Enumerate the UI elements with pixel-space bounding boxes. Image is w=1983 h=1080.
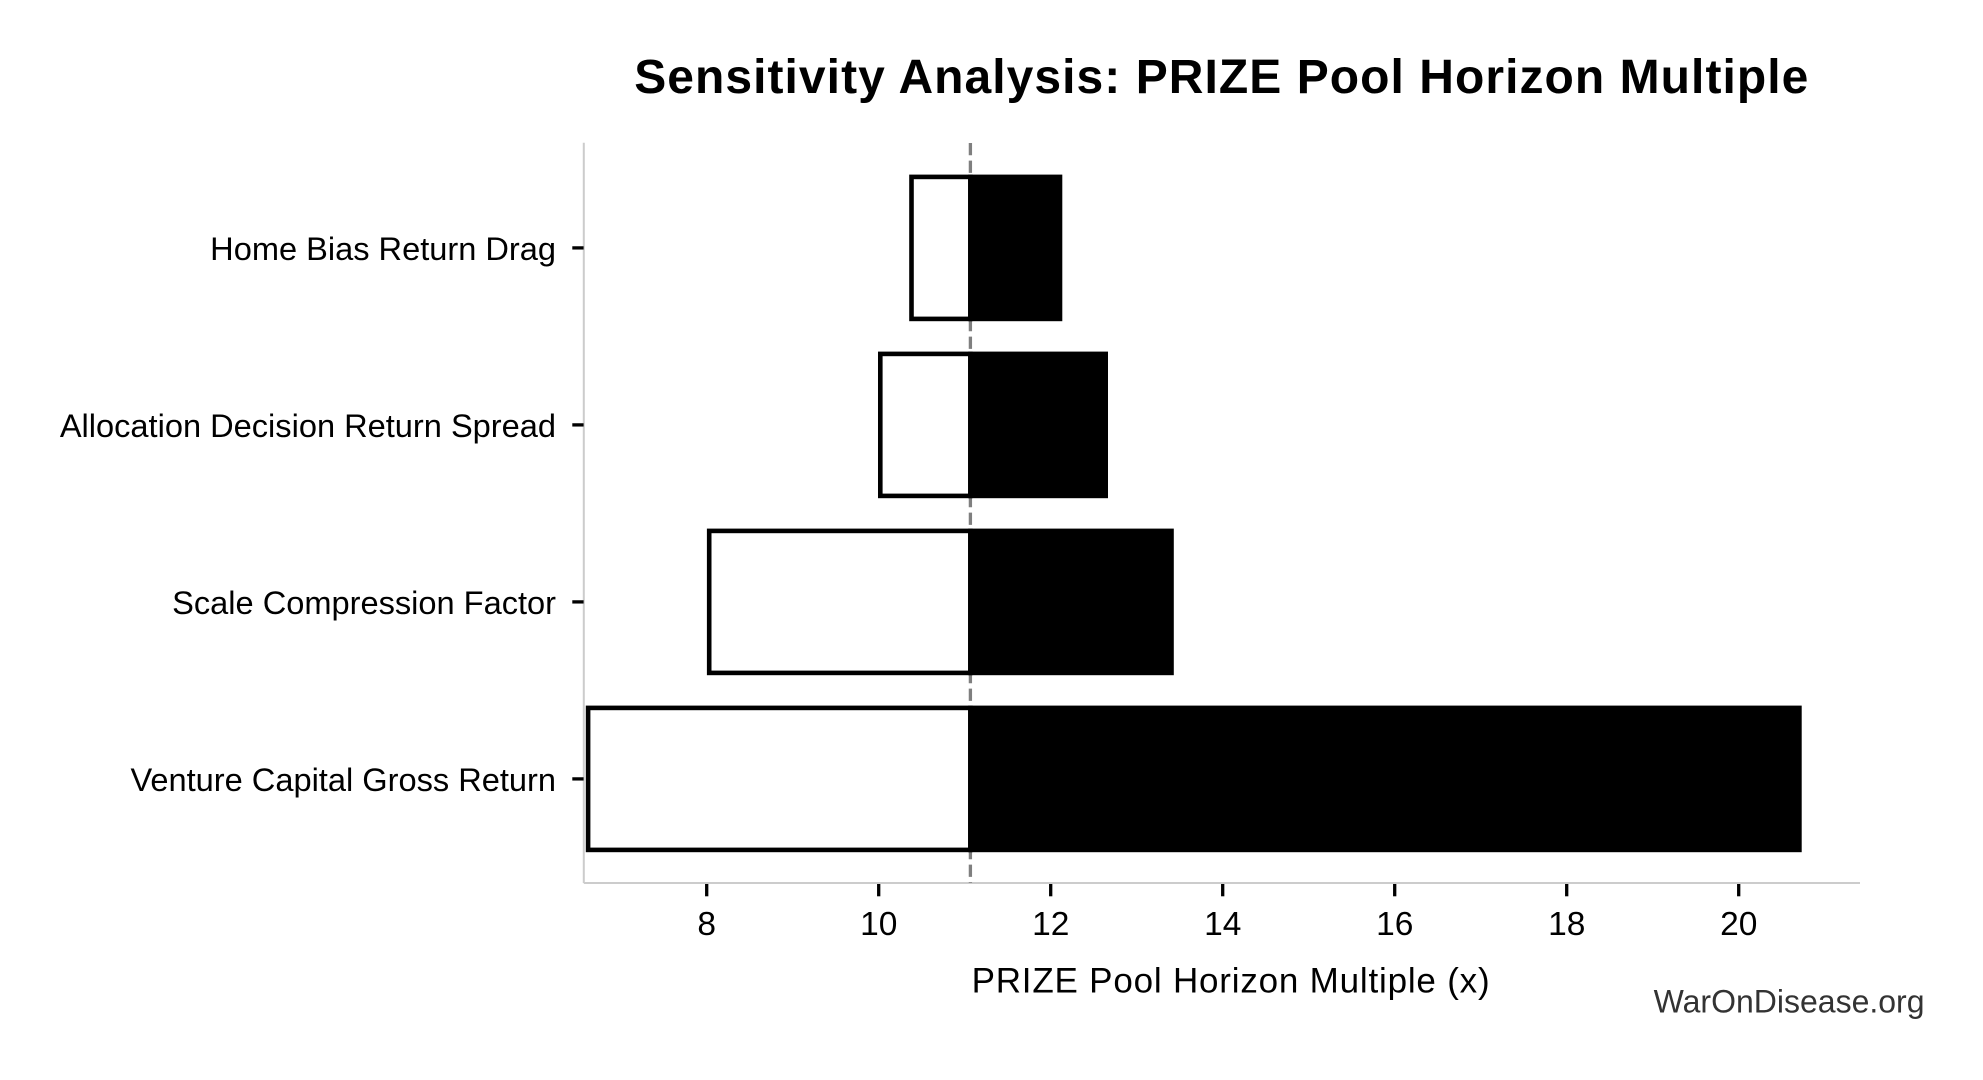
svg-text:Home Bias Return Drag: Home Bias Return Drag — [210, 230, 556, 267]
svg-text:PRIZE Pool Horizon Multiple (x: PRIZE Pool Horizon Multiple (x) — [972, 961, 1491, 1000]
svg-text:12: 12 — [1032, 906, 1069, 943]
svg-text:20: 20 — [1720, 906, 1757, 943]
svg-text:18: 18 — [1548, 906, 1585, 943]
svg-text:Scale Compression Factor: Scale Compression Factor — [172, 584, 556, 621]
svg-text:Sensitivity Analysis: PRIZE Po: Sensitivity Analysis: PRIZE Pool Horizon… — [634, 51, 1809, 104]
svg-text:14: 14 — [1204, 906, 1241, 943]
svg-text:WarOnDisease.org: WarOnDisease.org — [1654, 984, 1925, 1020]
svg-text:16: 16 — [1376, 906, 1413, 943]
svg-text:8: 8 — [697, 906, 716, 943]
svg-text:Venture Capital Gross Return: Venture Capital Gross Return — [130, 761, 556, 798]
svg-text:10: 10 — [860, 906, 897, 943]
svg-text:Allocation Decision Return Spr: Allocation Decision Return Spread — [60, 407, 556, 444]
